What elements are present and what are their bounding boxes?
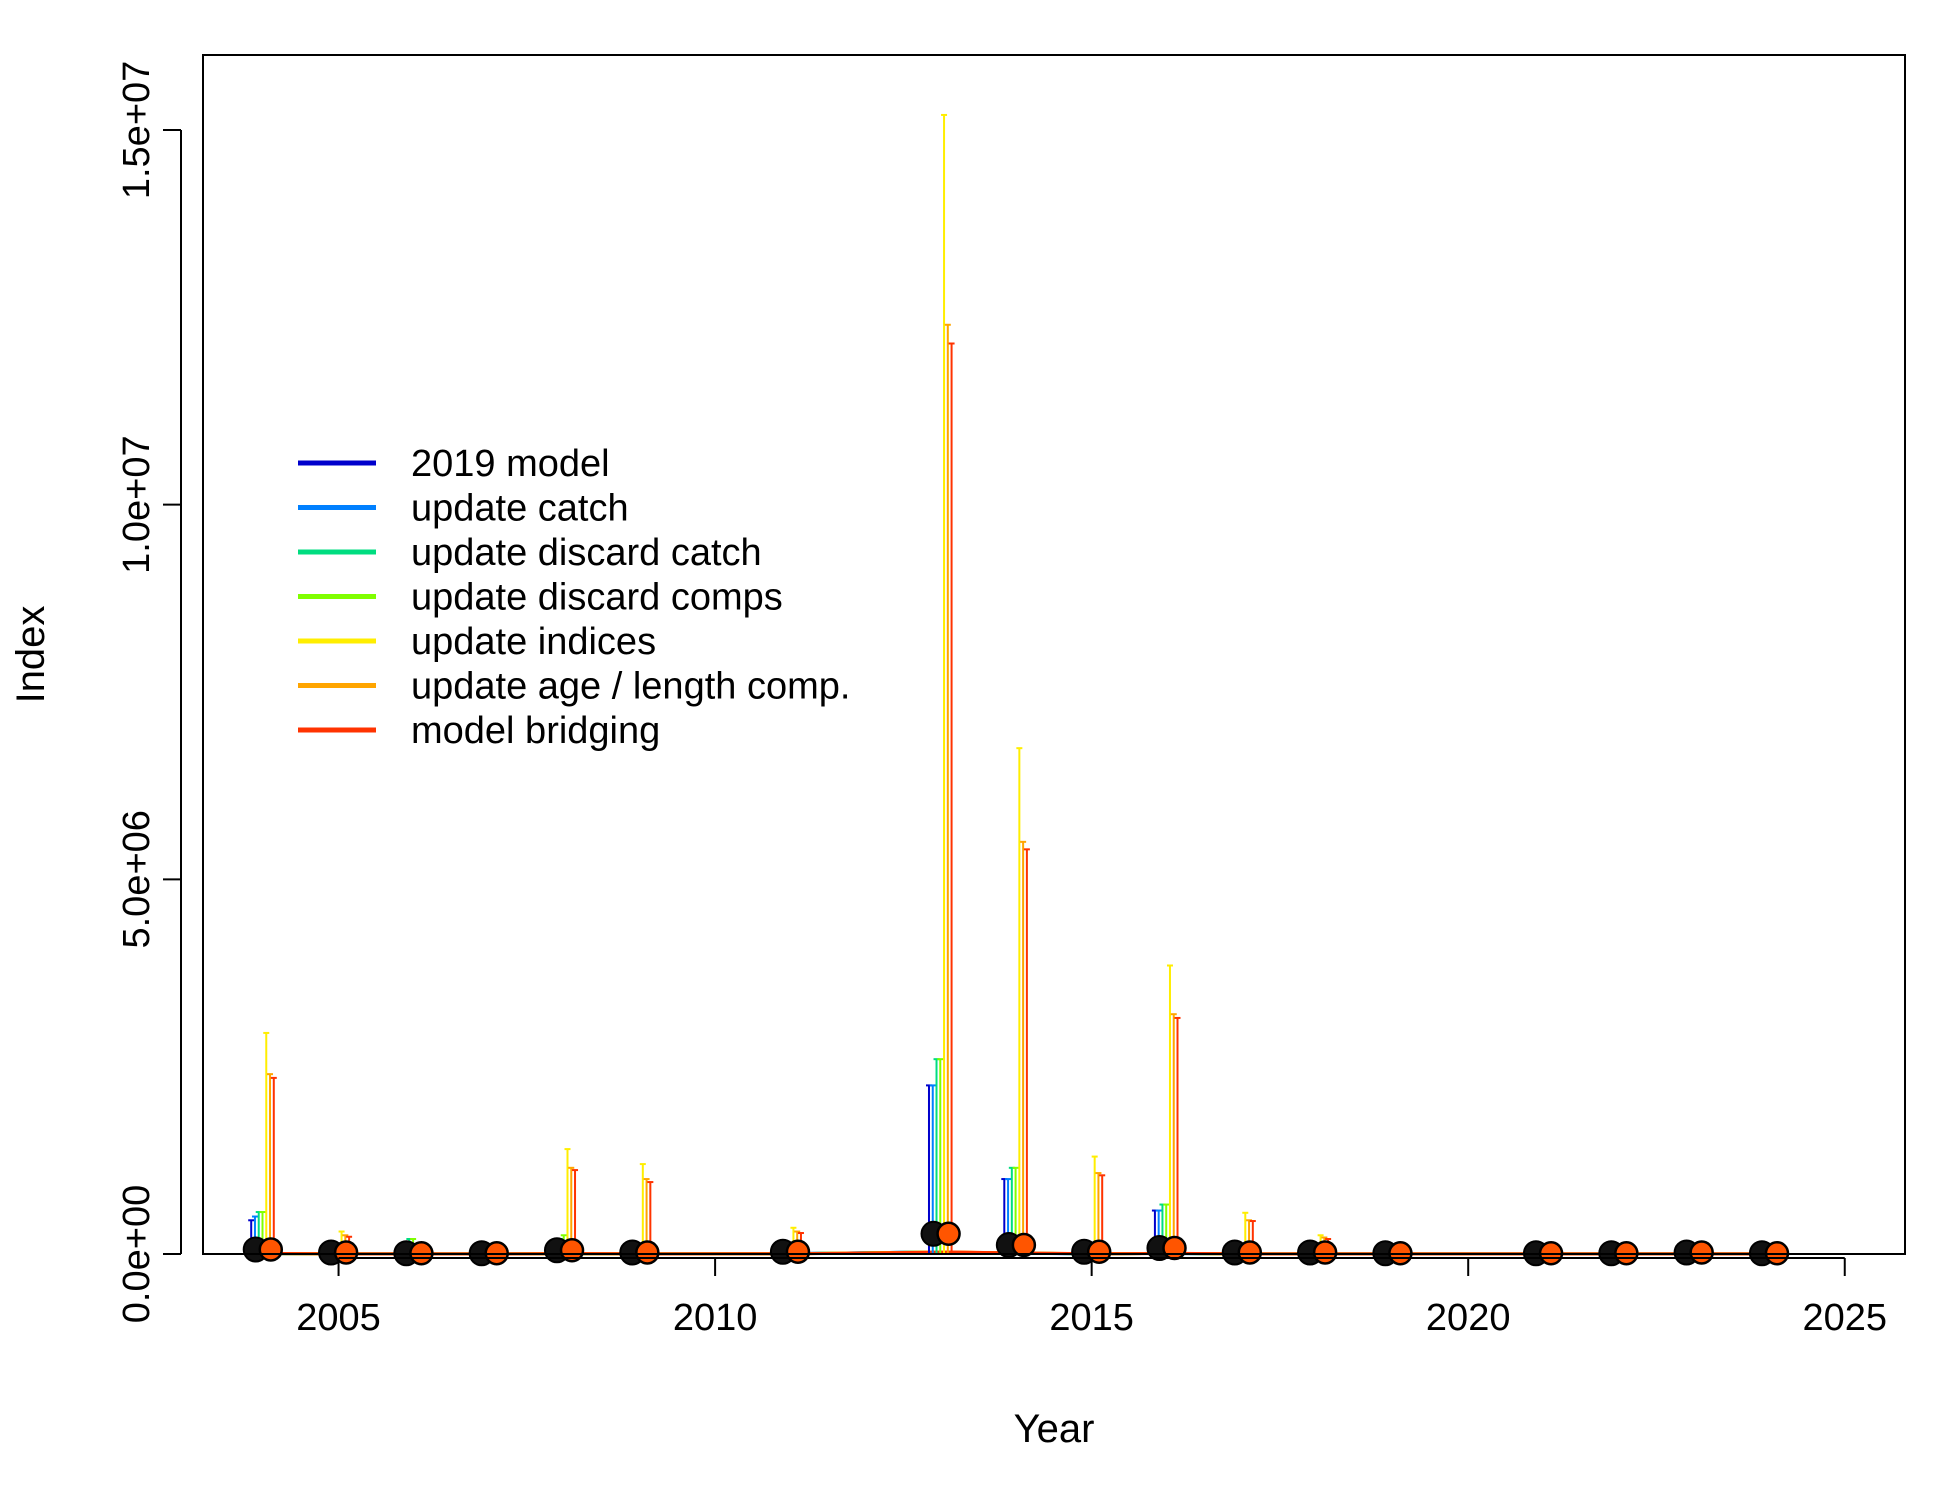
legend-label: 2019 model (411, 443, 610, 485)
x-tick-label: 2025 (1802, 1297, 1887, 1339)
x-tick-label: 2020 (1426, 1297, 1511, 1339)
y-axis-title: Index (9, 606, 53, 704)
x-tick-label: 2015 (1049, 1297, 1134, 1339)
model-point (1011, 1232, 1037, 1258)
y-axis: 0.0e+00 5.0e+06 1.0e+07 1.5e+07 (116, 61, 182, 1323)
legend-label: update indices (411, 621, 656, 663)
model-point (1162, 1235, 1187, 1261)
legend-label: update discard comps (411, 577, 783, 619)
model-point (559, 1238, 585, 1263)
model-point (1312, 1240, 1338, 1265)
model-point (258, 1237, 284, 1262)
y-tick-label: 5.0e+06 (116, 810, 158, 948)
x-tick-label: 2005 (296, 1297, 381, 1339)
model-point (936, 1221, 961, 1247)
x-axis-title: Year (1014, 1407, 1095, 1451)
legend-label: update catch (411, 488, 629, 530)
model-point (785, 1239, 811, 1265)
legend-label: model bridging (411, 710, 660, 752)
y-tick-label: 1.5e+07 (116, 61, 158, 199)
x-axis: 2005 2010 2015 2020 2025 (296, 1257, 1887, 1339)
x-tick-label: 2010 (673, 1297, 758, 1339)
y-tick-label: 0.0e+00 (116, 1185, 158, 1323)
legend-label: update age / length comp. (411, 666, 850, 708)
model-point (1237, 1240, 1263, 1265)
model-point (1689, 1240, 1714, 1265)
legend-label: update discard catch (411, 532, 762, 574)
model-point (635, 1240, 660, 1265)
y-tick-label: 1.0e+07 (116, 435, 158, 573)
plot-frame (202, 54, 1906, 1255)
